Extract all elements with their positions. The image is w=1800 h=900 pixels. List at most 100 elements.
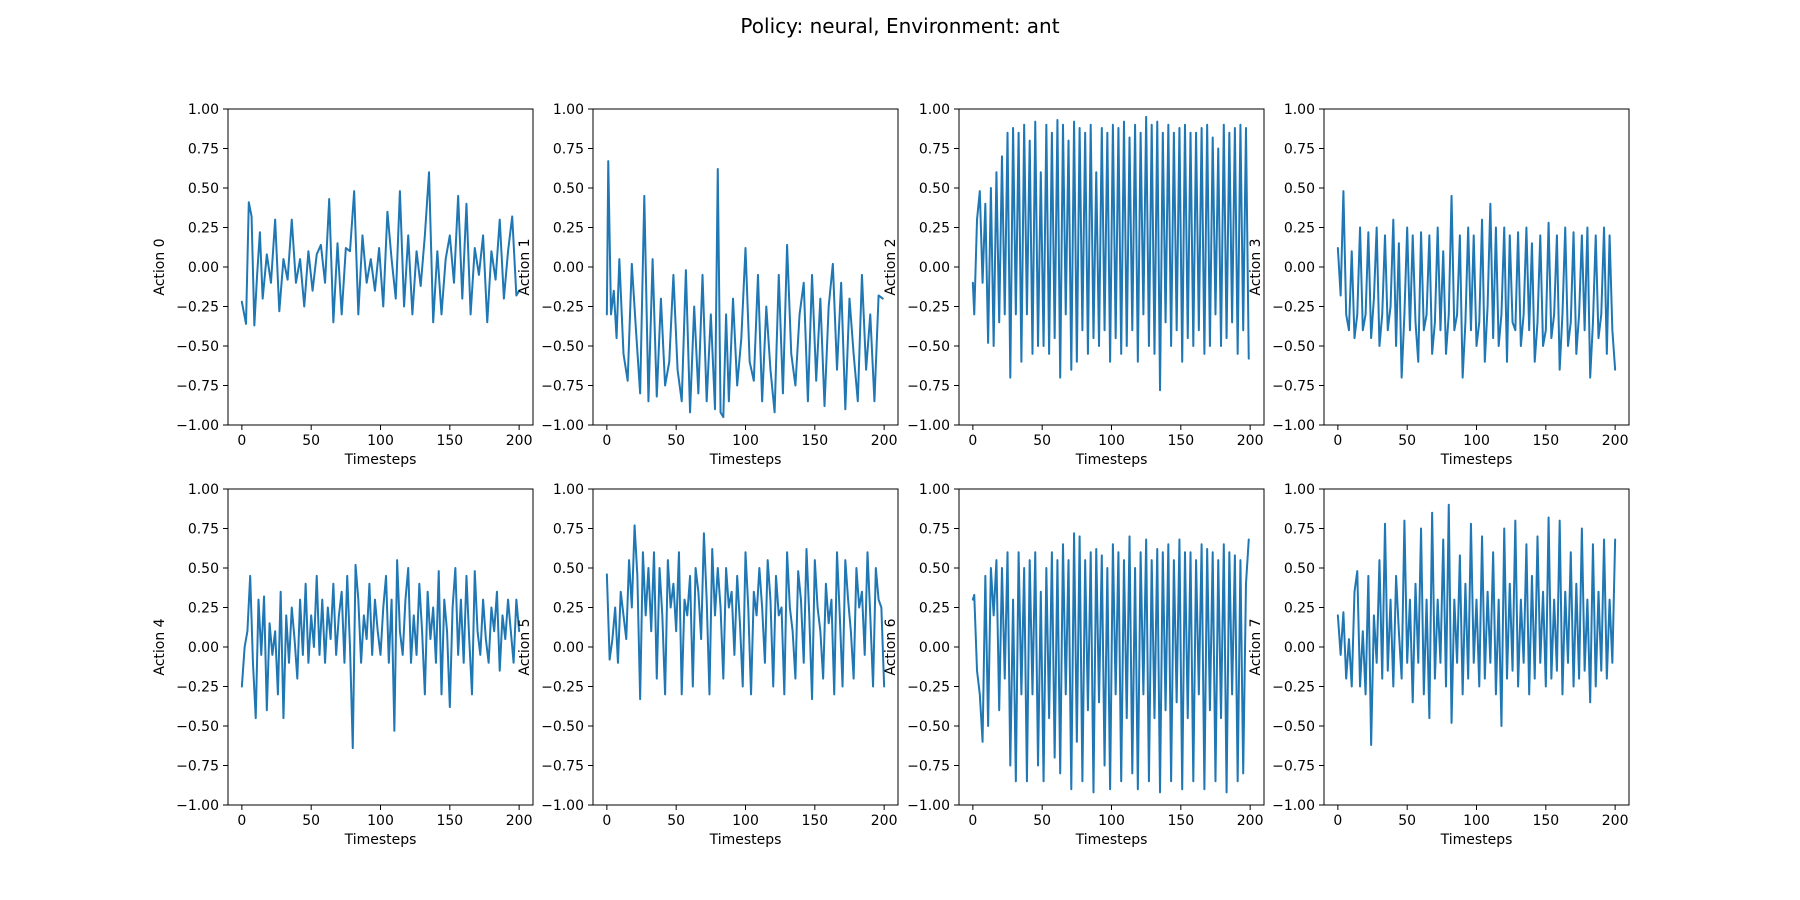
x-tick-label: 50 <box>302 433 320 449</box>
y-tick-label: −0.25 <box>176 680 219 696</box>
x-tick-label: 200 <box>506 433 533 449</box>
series-line-3 <box>1336 190 1617 379</box>
y-tick-label: −0.75 <box>541 379 584 395</box>
x-tick-label: 100 <box>1098 433 1125 449</box>
y-tick-label: −0.75 <box>541 759 584 775</box>
subplot-5: −1.00 −0.75 −0.50 −0.25 0.00 0.25 0.50 0.75 1.00… <box>517 482 899 848</box>
y-tick-label: 0.25 <box>188 221 219 237</box>
x-tick-label: 50 <box>1033 813 1051 829</box>
y-tick-label: 0.00 <box>188 640 219 656</box>
y-tick-label: −0.50 <box>176 339 219 355</box>
x-tick-label: 50 <box>1398 813 1416 829</box>
y-tick-label: −1.00 <box>1272 798 1315 814</box>
subplot-1: −1.00 −0.75 −0.50 −0.25 0.00 0.25 0.50 0.75 1.00… <box>517 102 899 468</box>
subplot-2: −1.00 −0.75 −0.50 −0.25 0.00 0.25 0.50 0.75 1.00… <box>883 102 1265 468</box>
y-axis-label: Action 6 <box>883 618 899 675</box>
y-tick-label: −1.00 <box>176 418 219 434</box>
y-tick-label: −0.50 <box>1272 339 1315 355</box>
x-tick-label: 50 <box>1033 433 1051 449</box>
x-tick-label: 50 <box>302 813 320 829</box>
x-tick-label: 0 <box>968 813 977 829</box>
x-tick-label: 200 <box>871 813 898 829</box>
subplot-7: −1.00 −0.75 −0.50 −0.25 0.00 0.25 0.50 0.75 1.00… <box>1248 482 1630 848</box>
y-tick-label: −1.00 <box>541 418 584 434</box>
y-tick-label: 1.00 <box>553 482 584 498</box>
y-axis-label: Action 7 <box>1248 618 1264 675</box>
y-tick-label: 0.00 <box>919 260 950 276</box>
y-tick-label: 0.50 <box>919 561 950 577</box>
y-tick-label: 0.75 <box>188 142 219 158</box>
x-axis-label: Timesteps <box>1440 452 1513 468</box>
x-tick-label: 150 <box>801 433 828 449</box>
x-tick-label: 0 <box>237 433 246 449</box>
y-axis-label: Action 5 <box>517 618 533 675</box>
x-axis-label: Timesteps <box>344 452 417 468</box>
x-tick-label: 0 <box>1333 433 1342 449</box>
y-tick-label: 0.75 <box>919 142 950 158</box>
y-tick-label: −0.25 <box>541 300 584 316</box>
y-tick-label: 1.00 <box>919 482 950 498</box>
y-tick-label: −0.25 <box>1272 300 1315 316</box>
y-tick-label: 0.25 <box>1284 221 1315 237</box>
y-tick-label: 1.00 <box>919 102 950 118</box>
series-line-5 <box>605 524 886 701</box>
x-axis-label: Timesteps <box>709 832 782 848</box>
x-tick-label: 200 <box>871 433 898 449</box>
y-tick-label: −0.75 <box>176 379 219 395</box>
y-tick-label: −0.75 <box>907 759 950 775</box>
y-tick-label: −0.25 <box>541 680 584 696</box>
y-tick-label: −0.50 <box>1272 719 1315 735</box>
y-tick-label: 0.75 <box>1284 142 1315 158</box>
subplot-grid: −1.00 −0.75 −0.50 −0.25 0.00 0.25 0.50 0.75 1.00… <box>152 102 1630 848</box>
y-tick-label: −0.75 <box>176 759 219 775</box>
x-tick-label: 150 <box>1532 433 1559 449</box>
x-tick-label: 0 <box>1333 813 1342 829</box>
x-tick-label: 200 <box>506 813 533 829</box>
x-tick-label: 150 <box>1167 433 1194 449</box>
y-tick-label: 0.75 <box>919 522 950 538</box>
y-tick-label: 0.50 <box>188 561 219 577</box>
y-tick-label: −0.50 <box>907 339 950 355</box>
x-tick-label: 150 <box>801 813 828 829</box>
y-tick-label: 0.75 <box>553 522 584 538</box>
y-tick-label: −0.75 <box>1272 379 1315 395</box>
x-tick-label: 150 <box>436 433 463 449</box>
y-tick-label: 0.00 <box>188 260 219 276</box>
x-axis-label: Timesteps <box>344 832 417 848</box>
y-tick-label: 1.00 <box>188 102 219 118</box>
x-tick-label: 0 <box>602 813 611 829</box>
x-tick-label: 150 <box>1532 813 1559 829</box>
y-tick-label: 0.50 <box>553 181 584 197</box>
y-tick-label: −0.75 <box>1272 759 1315 775</box>
y-axis-label: Action 1 <box>517 238 533 295</box>
x-tick-label: 200 <box>1237 813 1264 829</box>
y-axis-label: Action 2 <box>883 238 899 295</box>
x-tick-label: 100 <box>732 433 759 449</box>
y-tick-label: −1.00 <box>1272 418 1315 434</box>
y-tick-label: −0.25 <box>907 300 950 316</box>
y-axis-label: Action 3 <box>1248 238 1264 295</box>
y-tick-label: 1.00 <box>553 102 584 118</box>
y-tick-label: −1.00 <box>907 418 950 434</box>
y-tick-label: −0.25 <box>907 680 950 696</box>
y-tick-label: 0.50 <box>1284 561 1315 577</box>
y-tick-label: 0.00 <box>553 640 584 656</box>
y-axis-label: Action 0 <box>152 238 168 295</box>
series-line-0 <box>240 171 521 327</box>
x-tick-label: 100 <box>1463 433 1490 449</box>
y-tick-label: 0.25 <box>919 221 950 237</box>
y-tick-label: 0.25 <box>553 601 584 617</box>
series-line-4 <box>240 559 521 750</box>
subplot-3: −1.00 −0.75 −0.50 −0.25 0.00 0.25 0.50 0.75 1.00… <box>1248 102 1630 468</box>
x-tick-label: 200 <box>1237 433 1264 449</box>
x-tick-label: 100 <box>732 813 759 829</box>
x-tick-label: 100 <box>1098 813 1125 829</box>
series-line-1 <box>605 160 884 419</box>
x-tick-label: 100 <box>367 813 394 829</box>
x-tick-label: 0 <box>602 433 611 449</box>
y-tick-label: 0.50 <box>553 561 584 577</box>
y-tick-label: −0.75 <box>907 379 950 395</box>
y-tick-label: 0.00 <box>1284 260 1315 276</box>
y-tick-label: 0.00 <box>553 260 584 276</box>
